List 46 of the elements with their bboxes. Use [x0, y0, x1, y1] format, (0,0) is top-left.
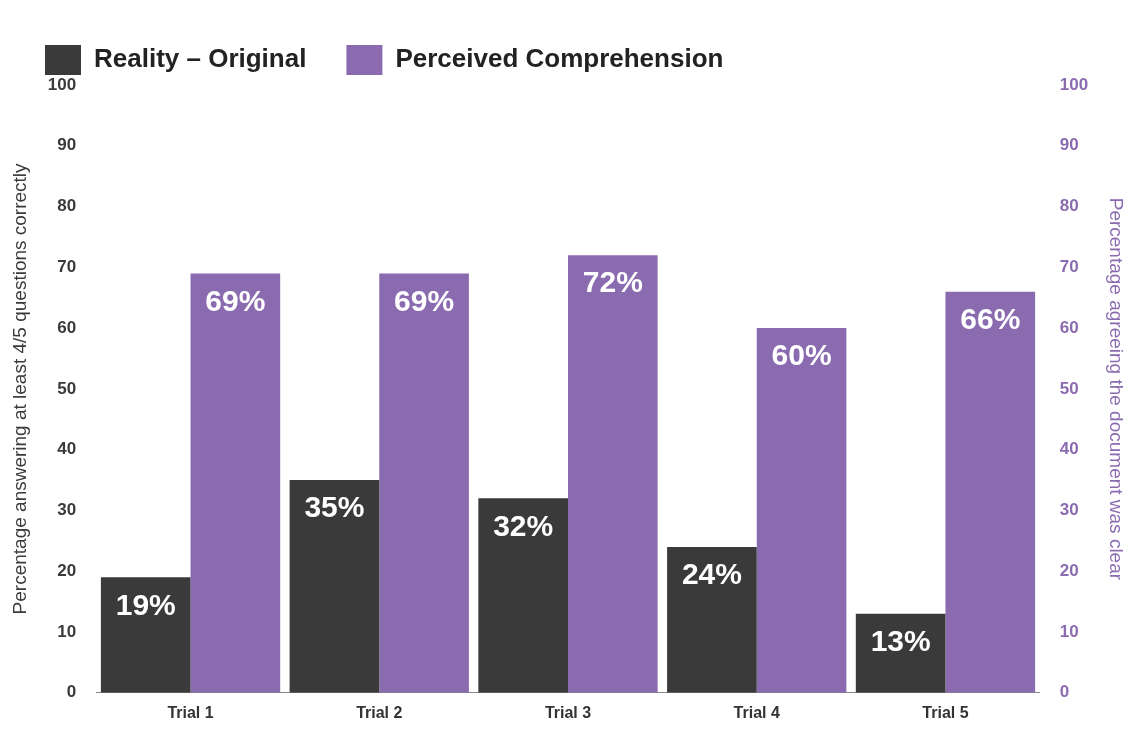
y2-tick-label: 80: [1059, 196, 1079, 216]
y-tick-label: 40: [57, 439, 77, 459]
data-label: 69%: [394, 283, 455, 317]
y-tick-label: 70: [57, 257, 77, 277]
data-label: 72%: [582, 265, 643, 299]
y-axis-title: Percentage answering at least 4/5 questions correctly: [8, 162, 30, 615]
y-tick-label: 100: [47, 74, 77, 94]
x-tick-label: Trial 5: [922, 703, 969, 721]
y-tick-label: 60: [57, 317, 77, 337]
y2-tick-label: 10: [1059, 621, 1079, 641]
y2-tick-label: 40: [1059, 439, 1079, 459]
x-tick-label: Trial 4: [733, 703, 780, 721]
data-label: 24%: [681, 557, 742, 591]
data-label: 66%: [960, 301, 1021, 335]
data-label: 35%: [304, 490, 365, 524]
y-tick-label: 30: [57, 500, 77, 520]
y2-tick-label: 20: [1059, 560, 1079, 580]
y2-tick-label: 50: [1059, 378, 1079, 398]
data-label: 13%: [870, 624, 931, 658]
x-tick-label: Trial 2: [356, 703, 403, 721]
y-tick-label: 0: [66, 682, 77, 702]
x-tick-label: Trial 1: [167, 703, 214, 721]
legend-label: Reality – Original: [94, 43, 307, 74]
x-tick-label: Trial 3: [544, 703, 592, 721]
bar: [945, 291, 1036, 693]
y2-tick-label: 100: [1059, 74, 1089, 94]
bar: [190, 273, 281, 693]
y-tick-label: 50: [57, 378, 77, 398]
legend-label: Perceived Comprehension: [395, 43, 724, 74]
y2-tick-label: 70: [1059, 257, 1079, 277]
y2-tick-label: 30: [1059, 500, 1079, 520]
bar: [568, 255, 658, 693]
bar: [756, 328, 847, 693]
bar: [100, 577, 191, 693]
y2-tick-label: 60: [1059, 317, 1079, 337]
y2-tick-label: 0: [1059, 682, 1070, 702]
y-tick-label: 80: [57, 196, 77, 216]
y-tick-label: 10: [57, 621, 77, 641]
data-label: 19%: [115, 587, 176, 621]
y2-axis-title: Percentage agreeing the document was clear: [1106, 197, 1128, 581]
y2-tick-label: 90: [1059, 135, 1079, 155]
data-label: 69%: [205, 283, 266, 317]
data-label: 32%: [493, 508, 554, 542]
y-tick-label: 20: [57, 560, 77, 580]
data-label: 60%: [771, 338, 832, 372]
y-tick-label: 90: [57, 135, 77, 155]
